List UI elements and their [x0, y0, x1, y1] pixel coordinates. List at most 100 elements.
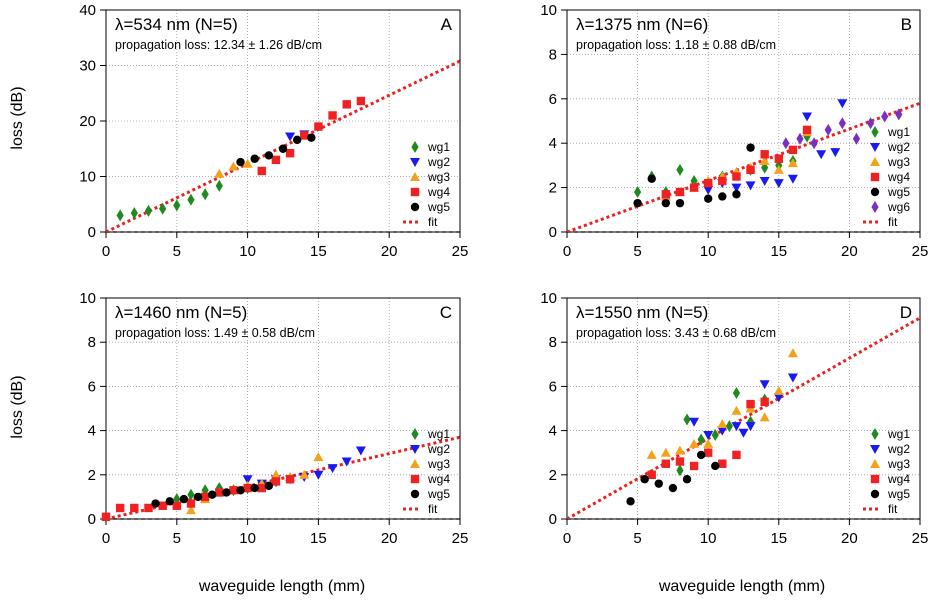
data-point-wg1: [697, 433, 705, 446]
series-wg1: [116, 179, 223, 222]
legend-marker-wg6: [871, 201, 879, 213]
data-point-wg4: [257, 166, 266, 176]
data-point-wg6: [838, 117, 846, 130]
legend-label-fit: fit: [888, 215, 898, 229]
data-point-wg5: [718, 192, 727, 201]
data-point-wg4: [130, 503, 139, 513]
data-point-wg5: [208, 490, 217, 499]
x-tick-label: 25: [912, 243, 929, 260]
data-point-wg4: [732, 450, 741, 460]
data-point-wg3: [660, 447, 671, 457]
data-point-wg1: [725, 420, 733, 433]
x-tick-label: 15: [310, 530, 327, 547]
data-point-wg4: [774, 154, 783, 163]
data-point-wg3: [703, 438, 714, 448]
legend-label-wg3: wg3: [887, 457, 910, 471]
data-point-wg6: [810, 137, 818, 150]
y-tick-label: 6: [549, 91, 557, 108]
x-tick-label: 10: [700, 243, 717, 260]
data-point-wg6: [852, 132, 861, 145]
data-point-wg4: [704, 448, 713, 457]
panel-subtitle: propagation loss: 1.49 ± 0.58 dB/cm: [115, 326, 315, 340]
y-tick-label: 4: [549, 135, 557, 152]
legend-marker-wg5: [870, 187, 880, 197]
series-wg2: [689, 373, 798, 441]
y-tick-label: 10: [540, 290, 557, 307]
data-point-wg1: [187, 193, 195, 206]
plot-frame: [566, 297, 921, 520]
panel-A: 0 5 10 15 20 25 0 10 20 30 40 λ=534 nm (N=5) propaga…: [79, 2, 468, 260]
y-tick-label: 2: [549, 467, 557, 484]
data-point-wg3: [773, 385, 784, 395]
data-point-wg4: [314, 122, 323, 131]
data-point-wg1: [201, 188, 209, 201]
data-point-wg5: [668, 483, 678, 493]
y-tick-label: 10: [79, 290, 96, 307]
x-tick-label: 15: [310, 243, 327, 260]
panel-title: λ=534 nm (N=5): [115, 15, 238, 34]
legend-marker-wg2: [870, 143, 880, 152]
data-point-wg2: [773, 179, 784, 189]
data-point-wg5: [151, 499, 160, 508]
panel-title: λ=1550 nm (N=5): [576, 303, 708, 322]
y-tick-label: 10: [540, 2, 557, 19]
series-wg5: [151, 481, 274, 508]
panel-D: 0 5 10 15 20 25 0 2 4 6 8 10 λ=1550 nm (N=5) propagat…: [540, 290, 928, 547]
y-tick-label: 4: [88, 423, 96, 440]
data-point-wg2: [759, 380, 770, 390]
data-point-wg4: [271, 155, 281, 165]
data-point-wg5: [647, 174, 656, 183]
data-point-wg6: [796, 132, 804, 145]
y-tick-label: 4: [549, 423, 557, 440]
fit-line: [567, 316, 920, 519]
data-point-wg1: [144, 204, 153, 217]
x-tick-label: 10: [239, 243, 256, 260]
legend-label-wg4: wg4: [887, 170, 910, 184]
data-point-wg4: [647, 470, 656, 479]
data-point-wg2: [745, 181, 756, 191]
y-tick-label: 0: [88, 224, 96, 241]
data-point-wg2: [738, 428, 749, 438]
data-point-wg1: [676, 163, 684, 176]
data-point-wg4: [760, 150, 769, 159]
data-point-wg5: [675, 198, 685, 208]
y-tick-label: 0: [88, 511, 96, 528]
y-tick-label: 10: [79, 169, 96, 186]
x-tick-label: 20: [841, 530, 858, 547]
data-point-wg1: [116, 209, 124, 222]
data-point-wg2: [787, 174, 798, 184]
data-point-wg2: [313, 470, 324, 480]
panel-subtitle: propagation loss: 3.43 ± 0.68 dB/cm: [576, 326, 776, 340]
legend-label-wg3: wg3: [427, 170, 450, 184]
data-point-wg4: [732, 172, 741, 181]
data-point-wg5: [633, 198, 642, 208]
data-point-wg5: [292, 135, 302, 145]
legend-marker-wg4: [410, 187, 420, 197]
legend-marker-wg4: [410, 474, 420, 484]
data-point-wg5: [661, 198, 671, 208]
data-point-wg4: [186, 499, 196, 508]
data-point-wg2: [787, 373, 798, 383]
legend-label-wg1: wg1: [427, 427, 450, 441]
data-point-wg1: [634, 186, 642, 199]
legend-marker-wg4: [870, 474, 880, 484]
legend-label-wg1: wg1: [427, 140, 450, 154]
legend-label-wg2: wg2: [427, 155, 450, 169]
data-point-wg5: [264, 151, 274, 160]
data-point-wg4: [144, 503, 153, 513]
data-point-wg3: [185, 505, 196, 515]
data-point-wg2: [355, 446, 366, 456]
data-point-wg4: [746, 399, 755, 409]
data-point-wg4: [158, 501, 167, 510]
data-point-wg2: [745, 422, 756, 432]
data-point-wg2: [759, 176, 770, 186]
data-point-wg4: [356, 96, 366, 106]
data-point-wg5: [236, 486, 245, 495]
data-point-wg3: [313, 452, 324, 462]
data-point-wg4: [285, 475, 295, 484]
data-point-wg4: [243, 483, 252, 493]
x-tick-label: 5: [633, 530, 641, 547]
data-point-wg5: [704, 194, 713, 203]
data-point-wg3: [214, 168, 225, 178]
y-tick-label: 0: [549, 511, 557, 528]
